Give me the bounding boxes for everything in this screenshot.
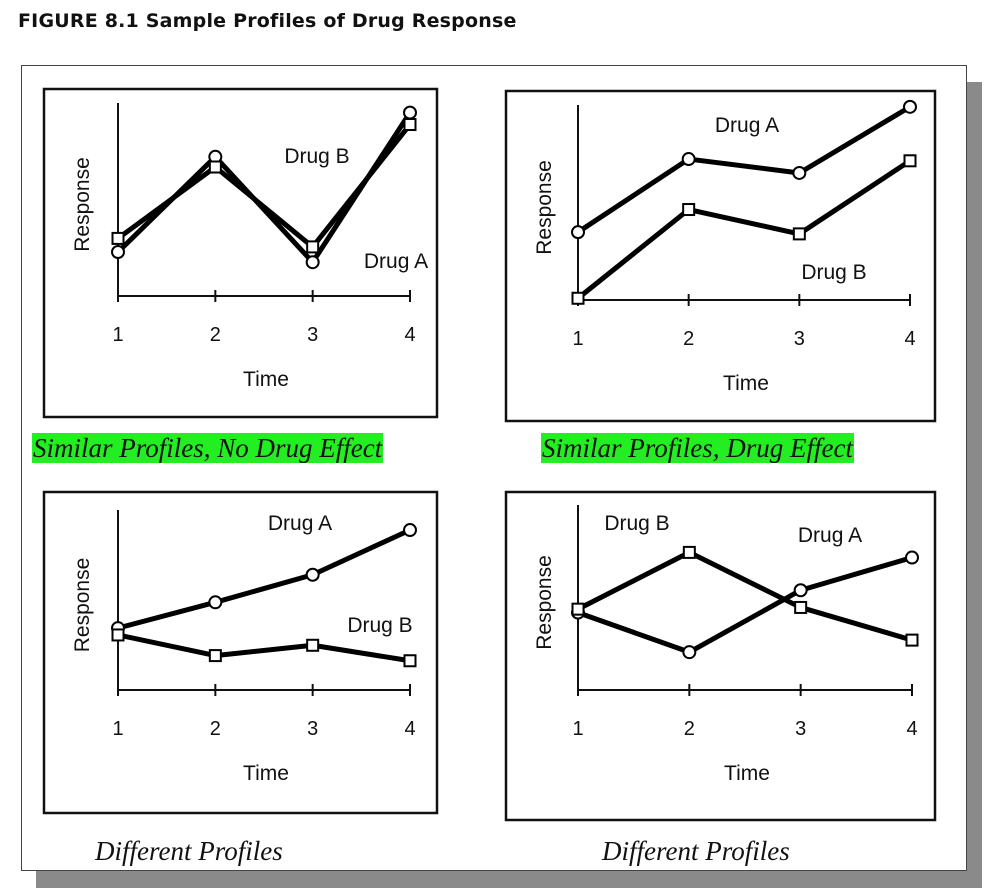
data-point-circle [571,225,585,240]
x-axis-label: Time [724,762,770,785]
series-label: Drug B [347,614,412,637]
data-point-circle [681,152,696,167]
x-tick-label: 1 [112,718,123,740]
series-line-1 [577,555,913,655]
data-point-square [571,602,585,616]
caption-3: Different Profiles [95,835,283,868]
x-axis-label: Time [243,762,289,785]
x-tick-label: 3 [307,324,318,346]
y-axis-label: Response [533,555,556,650]
data-point-square [682,545,696,559]
caption-text-4: Different Profiles [602,836,790,866]
series-label: Drug A [715,114,779,137]
x-tick-label: 4 [906,718,917,740]
x-tick-label: 3 [307,718,318,740]
data-point-square [208,649,222,663]
x-tick-label: 2 [210,324,221,346]
caption-2: Similar Profiles, Drug Effect [541,432,854,465]
y-axis-label: Response [71,157,94,252]
data-point-circle [111,245,125,259]
data-point-circle [305,255,320,270]
data-point-square [792,227,806,241]
chart-panel-4: 1 2 3 4 Time Response Drug B Drug A [504,490,937,822]
x-tick-label: 3 [795,718,806,740]
chart-panel-1: 1 2 3 4 Time Response Drug B Drug A [42,87,439,419]
x-tick-label: 2 [684,718,695,740]
series-line-2 [116,122,412,250]
data-point-circle [793,583,808,598]
data-point-circle [903,99,917,114]
data-point-square [111,231,125,245]
data-point-square [903,154,917,168]
x-tick-label: 2 [210,718,221,740]
chart-panel-2: 1 2 3 4 Time Response Drug A Drug B [504,89,937,423]
series-label: Drug A [268,512,332,535]
x-tick-label: 1 [572,718,583,740]
x-axis-label: Time [723,372,769,395]
chart-box [504,89,937,423]
x-tick-label: 4 [404,324,415,346]
series-label: Drug A [364,250,428,273]
data-point-square [682,203,696,217]
chart-box [504,490,937,822]
data-point-circle [208,595,223,610]
x-axis-label: Time [243,368,289,391]
caption-4: Different Profiles [602,835,790,868]
data-point-circle [905,550,919,565]
data-point-circle [792,165,807,180]
x-tick-label: 2 [683,328,694,350]
x-tick-label: 1 [572,328,583,350]
data-point-square [403,118,417,131]
data-point-circle [682,645,697,660]
data-point-circle [403,523,417,538]
figure-title: FIGURE 8.1 Sample Profiles of Drug Respo… [18,10,517,32]
data-point-square [111,628,125,642]
data-point-circle [403,105,417,120]
series-line-1 [117,527,412,631]
series-line-2 [576,158,912,301]
caption-1: Similar Profiles, No Drug Effect [32,432,384,465]
x-tick-label: 4 [404,718,415,740]
data-point-square [208,160,222,174]
data-point-circle [305,567,320,582]
series-line-2 [117,632,411,664]
series-label: Drug B [284,145,349,168]
chart-panel-3: 1 2 3 4 Time Response Drug A Drug B [42,490,439,815]
data-point-square [905,633,919,647]
x-tick-label: 3 [794,328,805,350]
series-label: Drug A [798,524,862,547]
x-tick-label: 4 [904,328,915,350]
caption-text-1: Similar Profiles, No Drug Effect [32,433,384,463]
series-line-2 [576,549,913,643]
data-point-square [571,291,585,305]
series-label: Drug B [604,512,669,535]
data-point-square [306,240,320,254]
series-label: Drug B [801,261,866,284]
data-point-square [403,654,417,668]
x-tick-label: 1 [112,324,123,346]
data-point-square [794,600,808,614]
y-axis-label: Response [71,558,94,653]
caption-text-3: Different Profiles [95,836,283,866]
caption-text-2: Similar Profiles, Drug Effect [541,433,854,463]
series-line-1 [576,104,912,235]
y-axis-label: Response [533,160,556,255]
chart-box [42,87,439,419]
data-point-square [306,638,320,652]
